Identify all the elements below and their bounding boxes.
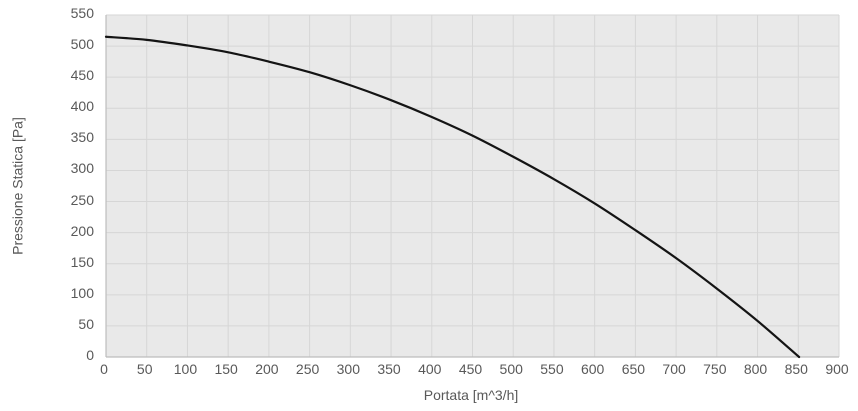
x-axis-title: Portata [m^3/h] <box>423 387 519 403</box>
y-tick-label: 200 <box>70 222 94 239</box>
x-tick-label: 150 <box>214 361 238 377</box>
x-tick-label: 250 <box>295 361 320 377</box>
x-tick-label: 400 <box>418 361 442 377</box>
y-tick-label: 550 <box>70 5 94 21</box>
y-tick-label: 50 <box>78 315 94 332</box>
y-tick-label: 0 <box>86 347 94 363</box>
y-tick-label: 250 <box>70 191 94 208</box>
x-tick-label: 700 <box>662 361 686 377</box>
y-tick-label: 450 <box>70 67 94 84</box>
x-tick-label: 350 <box>377 361 401 377</box>
y-tick-label: 100 <box>70 284 94 301</box>
x-tick-label: 800 <box>743 361 768 377</box>
x-tick-label: 50 <box>136 361 153 377</box>
x-tick-label: 300 <box>336 361 360 377</box>
y-tick-label: 300 <box>70 160 94 177</box>
x-tick-label: 0 <box>100 361 108 377</box>
x-tick-label: 850 <box>784 361 808 377</box>
x-tick-label: 750 <box>703 361 727 377</box>
x-tick-label: 900 <box>825 361 849 377</box>
y-tick-label: 150 <box>70 253 94 270</box>
x-tick-label: 600 <box>580 361 605 377</box>
plot-area <box>104 14 840 359</box>
y-tick-label: 350 <box>70 129 94 146</box>
pressure-curve <box>104 35 801 359</box>
x-tick-label: 650 <box>621 361 646 377</box>
x-tick-label: 500 <box>499 361 523 377</box>
x-tick-label: 200 <box>255 361 279 377</box>
x-tick-label: 550 <box>540 361 564 377</box>
x-tick-label: 100 <box>173 361 198 377</box>
y-tick-label: 400 <box>70 98 94 115</box>
x-tick-label: 450 <box>458 361 483 377</box>
y-tick-label: 500 <box>70 36 94 53</box>
